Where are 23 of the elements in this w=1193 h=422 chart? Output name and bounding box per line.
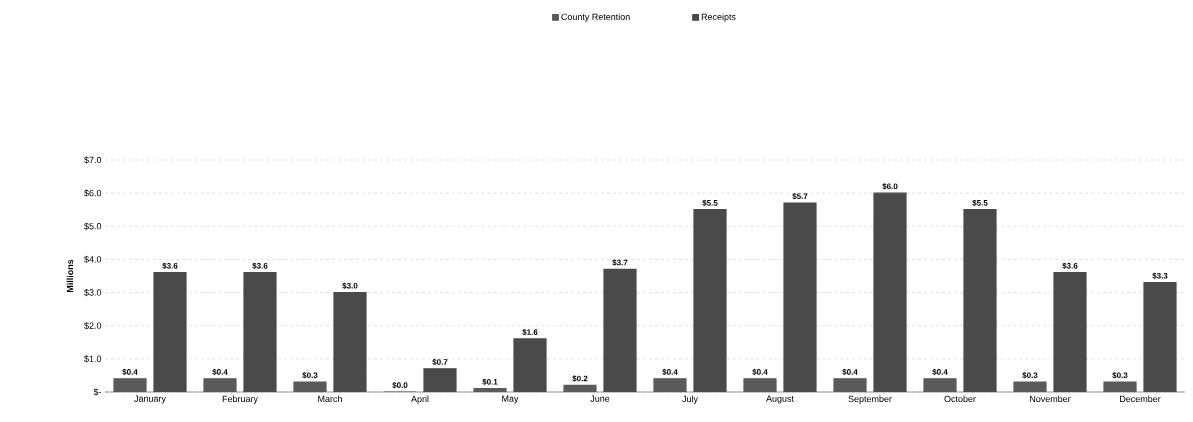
x-tick-label: December: [1120, 395, 1161, 403]
x-tick-label: July: [682, 395, 698, 404]
legend-label: County Retention: [561, 13, 630, 22]
x-tick-label: June: [590, 395, 610, 402]
y-tick-label: $4.0: [84, 255, 102, 264]
y-tick-label: $5.0: [84, 222, 102, 230]
y-tick-label: $3.0: [84, 288, 102, 297]
legend-label: Receipts: [701, 13, 736, 22]
x-tick-label: January: [134, 395, 166, 404]
x-tick-label: March: [318, 395, 342, 403]
x-tick-label: November: [1030, 395, 1071, 403]
y-tick-label: $2.0: [84, 322, 102, 330]
y-tick-label: $6.0: [84, 189, 102, 197]
y-tick-label: $1.0: [84, 355, 102, 363]
x-tick-label: May: [502, 395, 519, 404]
x-tick-label: April: [411, 395, 429, 404]
y-tick-label: $-: [93, 388, 102, 396]
y-tick-label: $7.0: [84, 156, 102, 164]
x-tick-label: September: [848, 395, 892, 404]
x-tick-label: February: [222, 395, 258, 404]
x-tick-label: October: [944, 395, 976, 403]
x-tick-label: August: [766, 395, 794, 404]
y-axis-title: Millions: [66, 259, 74, 293]
